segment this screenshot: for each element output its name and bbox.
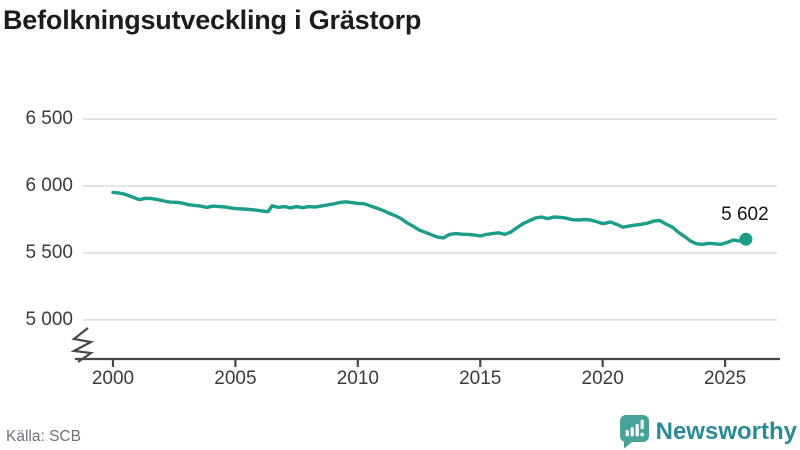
population-line: [111, 190, 748, 247]
x-axis-label-2010: 2010: [336, 368, 379, 389]
x-axis-label-2005: 2005: [214, 368, 257, 389]
newsworthy-wordmark: Newsworthy: [655, 418, 797, 445]
end-point-dot: [739, 232, 753, 246]
newsworthy-logo-icon: [619, 415, 649, 449]
source-caption: Källa: SCB: [6, 428, 81, 445]
y-axis-label-6000: 6 000: [25, 174, 73, 196]
x-axis-label-2020: 2020: [581, 368, 624, 389]
x-axis-label-2000: 2000: [91, 368, 135, 389]
y-axis-label-5000: 5 000: [25, 308, 73, 330]
value-label: 5 602: [721, 204, 769, 226]
x-axis-label-2025: 2025: [703, 368, 747, 389]
y-axis-label-6500: 6 500: [25, 108, 73, 130]
axis-break-icon: [70, 327, 95, 363]
x-axis-label-2015: 2015: [459, 368, 502, 389]
y-axis-label-5500: 5 500: [25, 241, 73, 263]
page-title: Befolkningsutveckling i Grästorp: [3, 5, 422, 35]
newsworthy-logo: Newsworthy: [619, 415, 797, 449]
